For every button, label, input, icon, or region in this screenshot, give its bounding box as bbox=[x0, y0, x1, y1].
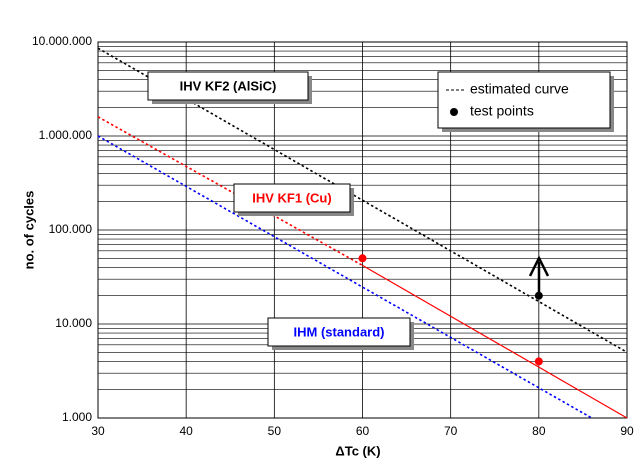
legend-label: estimated curve bbox=[470, 81, 569, 97]
curve bbox=[362, 264, 628, 419]
label-box bbox=[233, 183, 351, 213]
legend-symbol bbox=[450, 108, 458, 116]
x-tick-label: 40 bbox=[179, 424, 193, 438]
y-tick-label: 1.000.000 bbox=[39, 128, 93, 142]
arrow bbox=[528, 255, 550, 298]
annotation: IHM (standard) bbox=[294, 324, 385, 339]
y-tick-label: 1.000 bbox=[62, 410, 92, 424]
y-tick-label: 10.000.000 bbox=[32, 34, 92, 48]
x-tick-label: 60 bbox=[356, 424, 370, 438]
legend-label: test points bbox=[470, 103, 534, 119]
label-box bbox=[147, 71, 309, 101]
test-point bbox=[534, 357, 543, 366]
x-axis-label: ΔTc (K) bbox=[335, 443, 380, 458]
x-tick-label: 90 bbox=[620, 424, 634, 438]
annotation: IHV KF2 (AlSiC) bbox=[180, 78, 277, 93]
legend-entries: estimated curve test points bbox=[446, 81, 569, 119]
x-tick-label: 70 bbox=[444, 424, 458, 438]
legend bbox=[437, 71, 614, 132]
annotations: IHV KF2 (AlSiC) IHV KF1 (Cu) IHM (standard… bbox=[147, 71, 414, 350]
x-tick-label: 80 bbox=[532, 424, 546, 438]
annotation: IHV KF1 (Cu) bbox=[252, 190, 331, 205]
label-box bbox=[267, 317, 411, 347]
y-tick-label: 10.000 bbox=[55, 316, 92, 330]
grid: 1.000 10.000 100.000 1.000.000 10.000.000 30 4… bbox=[32, 34, 634, 438]
x-tick-label: 50 bbox=[268, 424, 282, 438]
y-tick-label: 100.000 bbox=[49, 222, 93, 236]
test-point bbox=[358, 254, 367, 263]
y-axis-label: no. of cycles bbox=[21, 191, 36, 270]
curve bbox=[97, 116, 363, 267]
x-tick-label: 30 bbox=[91, 424, 105, 438]
